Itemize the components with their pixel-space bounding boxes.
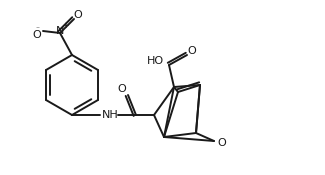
Text: O: O [188, 46, 196, 56]
Text: O: O [32, 30, 41, 40]
Text: O: O [118, 84, 126, 94]
Text: ⁻: ⁻ [35, 25, 39, 33]
Text: +: + [62, 22, 68, 30]
Text: HO: HO [147, 56, 163, 66]
Text: O: O [218, 138, 227, 148]
Text: NH: NH [102, 110, 118, 120]
Text: O: O [74, 10, 82, 20]
Text: N: N [56, 26, 64, 36]
